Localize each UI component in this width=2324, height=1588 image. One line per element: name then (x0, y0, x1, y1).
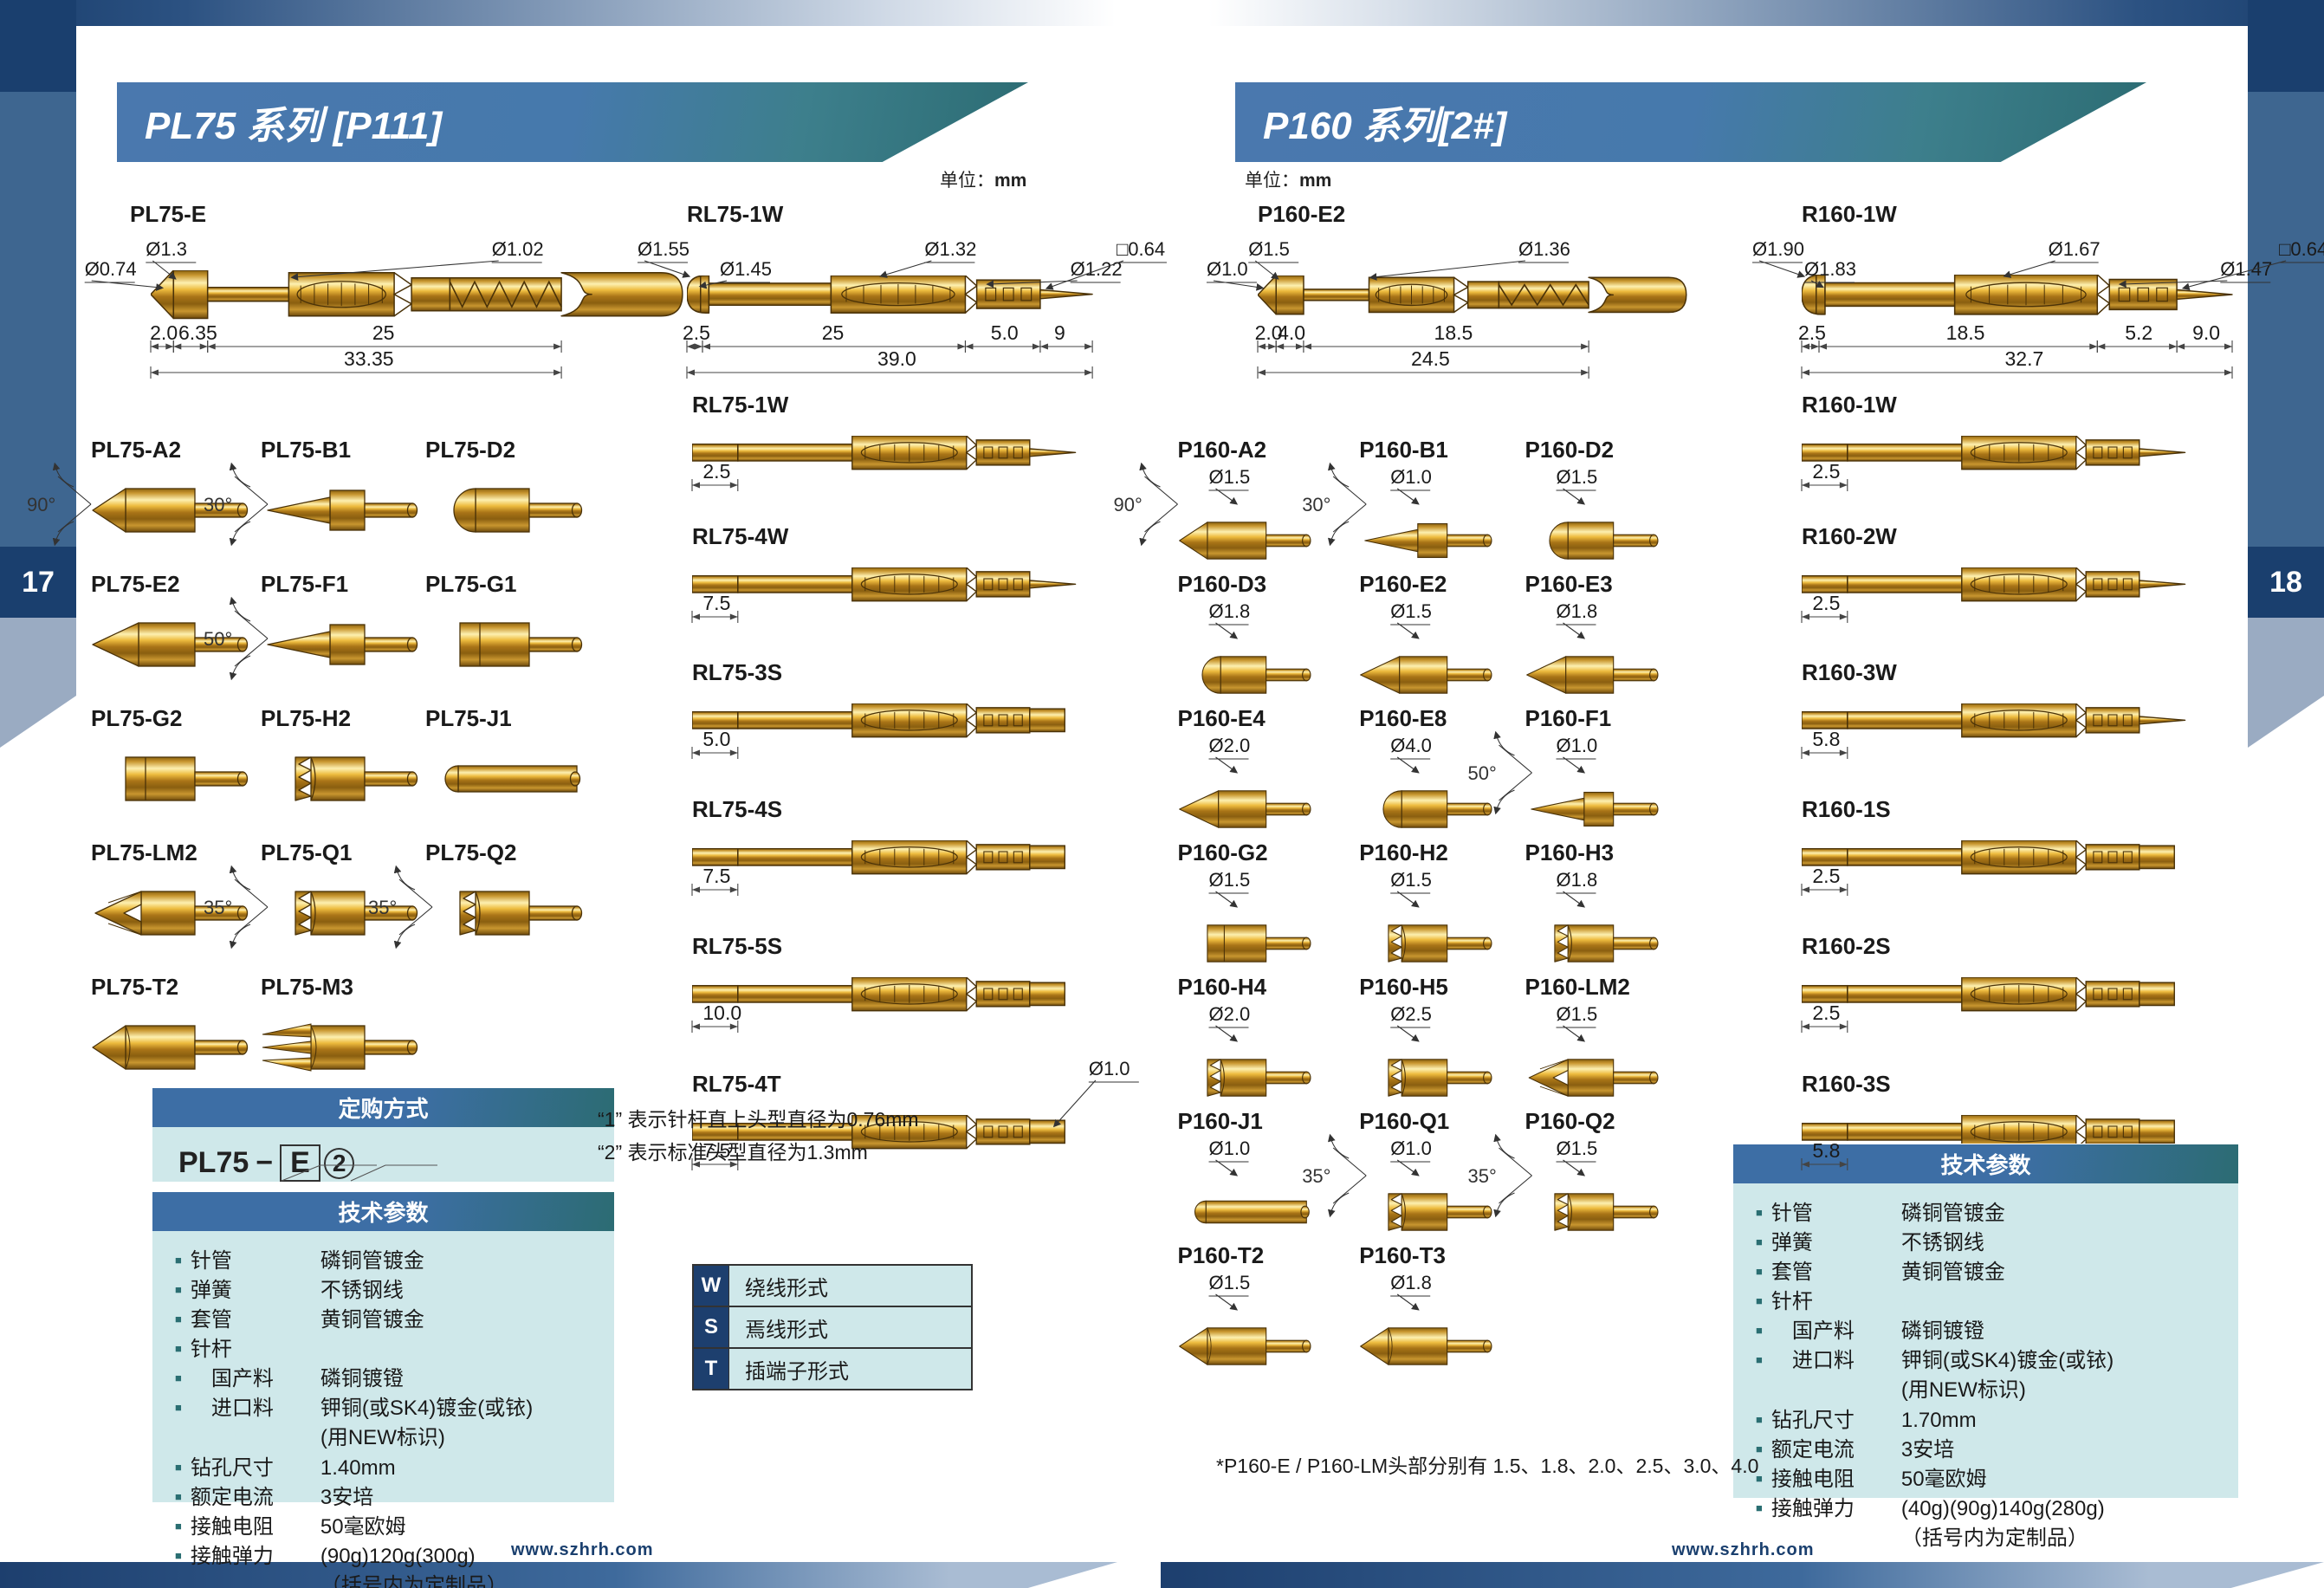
svg-text:□0.64: □0.64 (1117, 238, 1165, 260)
svg-text:5.0: 5.0 (702, 728, 730, 750)
svg-text:33.35: 33.35 (344, 347, 394, 370)
svg-text:Ø2.0: Ø2.0 (1209, 735, 1251, 756)
svg-text:30°: 30° (1302, 494, 1330, 515)
svg-text:7.5: 7.5 (702, 865, 730, 887)
svg-text:2.5: 2.5 (1812, 592, 1840, 614)
svg-text:Ø1.0: Ø1.0 (1390, 466, 1432, 488)
svg-text:25: 25 (372, 321, 395, 344)
svg-text:Ø1.45: Ø1.45 (720, 258, 772, 280)
svg-text:90°: 90° (1114, 494, 1143, 515)
svg-text:Ø1.67: Ø1.67 (2049, 238, 2101, 260)
svg-text:Ø1.3: Ø1.3 (146, 238, 187, 260)
svg-text:5.8: 5.8 (1812, 1139, 1840, 1162)
svg-text:9: 9 (1054, 321, 1065, 344)
svg-text:39.0: 39.0 (877, 347, 916, 370)
svg-text:5.0: 5.0 (991, 321, 1019, 344)
svg-text:Ø1.0: Ø1.0 (1209, 1138, 1251, 1159)
svg-text:Ø1.0: Ø1.0 (1089, 1058, 1130, 1079)
svg-text:2.5: 2.5 (702, 460, 730, 483)
svg-text:Ø4.0: Ø4.0 (1390, 735, 1432, 756)
svg-text:2.5: 2.5 (1798, 321, 1826, 344)
svg-text:9.0: 9.0 (2192, 321, 2220, 344)
svg-text:5.8: 5.8 (1812, 728, 1840, 750)
svg-text:Ø2.5: Ø2.5 (1390, 1003, 1432, 1025)
svg-text:Ø1.5: Ø1.5 (1557, 1138, 1598, 1159)
svg-text:Ø1.5: Ø1.5 (1390, 600, 1432, 622)
svg-text:2.5: 2.5 (683, 321, 710, 344)
svg-text:Ø1.02: Ø1.02 (492, 238, 544, 260)
svg-text:Ø1.5: Ø1.5 (1557, 466, 1598, 488)
svg-text:Ø1.8: Ø1.8 (1390, 1272, 1432, 1293)
svg-text:35°: 35° (1468, 1165, 1497, 1187)
svg-text:Ø2.0: Ø2.0 (1209, 1003, 1251, 1025)
svg-text:2.5: 2.5 (1812, 460, 1840, 483)
svg-text:Ø1.0: Ø1.0 (1557, 735, 1598, 756)
svg-text:Ø1.0: Ø1.0 (1207, 258, 1248, 280)
svg-text:Ø1.90: Ø1.90 (1752, 238, 1804, 260)
svg-text:Ø1.0: Ø1.0 (1390, 1138, 1432, 1159)
svg-text:Ø1.5: Ø1.5 (1557, 1003, 1598, 1025)
svg-text:Ø1.83: Ø1.83 (1804, 258, 1856, 280)
svg-text:Ø1.8: Ø1.8 (1557, 600, 1598, 622)
svg-text:Ø1.8: Ø1.8 (1557, 869, 1598, 891)
svg-text:Ø1.36: Ø1.36 (1518, 238, 1570, 260)
svg-text:30°: 30° (204, 494, 232, 515)
svg-text:Ø0.74: Ø0.74 (85, 258, 137, 280)
svg-text:50°: 50° (1468, 762, 1497, 784)
svg-text:50°: 50° (204, 628, 232, 650)
svg-text:Ø1.8: Ø1.8 (1209, 600, 1251, 622)
svg-text:5.2: 5.2 (2125, 321, 2152, 344)
svg-text:*P160-E / P160-LM头部分别有 1.5、1.8: *P160-E / P160-LM头部分别有 1.5、1.8、2.0、2.5、3… (1216, 1455, 1758, 1477)
svg-text:6.35: 6.35 (178, 321, 217, 344)
svg-text:Ø1.5: Ø1.5 (1248, 238, 1290, 260)
svg-text:25: 25 (822, 321, 845, 344)
svg-text:Ø1.32: Ø1.32 (924, 238, 976, 260)
svg-text:2.5: 2.5 (1812, 865, 1840, 887)
svg-text:90°: 90° (27, 494, 55, 515)
svg-text:□0.64: □0.64 (2279, 238, 2324, 260)
svg-text:“2” 表示标准头型直径为1.3mm: “2” 表示标准头型直径为1.3mm (598, 1141, 868, 1163)
svg-text:35°: 35° (368, 897, 397, 918)
svg-text:2.5: 2.5 (1812, 1001, 1840, 1024)
svg-text:Ø1.55: Ø1.55 (638, 238, 689, 260)
svg-text:35°: 35° (204, 897, 232, 918)
svg-text:7.5: 7.5 (702, 592, 730, 614)
svg-text:24.5: 24.5 (1411, 347, 1450, 370)
svg-text:18.5: 18.5 (1946, 321, 1985, 344)
svg-text:35°: 35° (1302, 1165, 1330, 1187)
svg-text:Ø1.5: Ø1.5 (1209, 1272, 1251, 1293)
svg-text:Ø1.5: Ø1.5 (1209, 869, 1251, 891)
svg-text:Ø1.5: Ø1.5 (1209, 466, 1251, 488)
svg-text:Ø1.22: Ø1.22 (1071, 258, 1123, 280)
svg-text:32.7: 32.7 (2005, 347, 2044, 370)
svg-text:18.5: 18.5 (1434, 321, 1473, 344)
svg-text:Ø1.5: Ø1.5 (1390, 869, 1432, 891)
svg-text:“1” 表示针杆直上头型直径为0.76mm: “1” 表示针杆直上头型直径为0.76mm (598, 1108, 919, 1131)
svg-text:4.0: 4.0 (1278, 321, 1305, 344)
svg-text:10.0: 10.0 (702, 1001, 741, 1024)
